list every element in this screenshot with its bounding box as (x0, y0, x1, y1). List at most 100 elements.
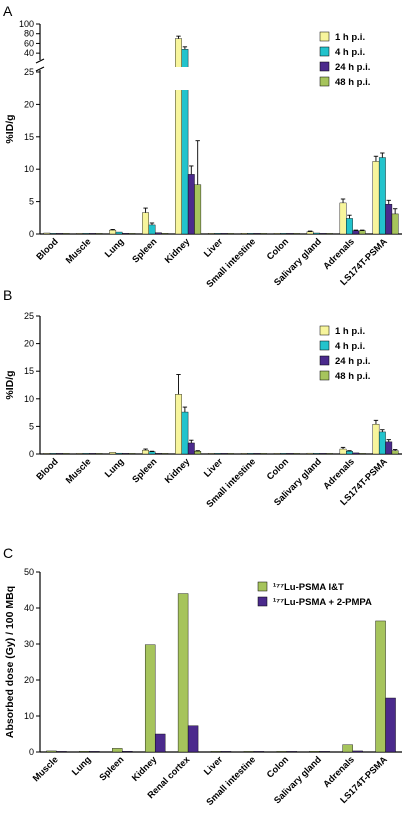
bar (109, 452, 117, 455)
x-tick-label: Liver (202, 456, 225, 479)
bar (109, 229, 117, 235)
bar (378, 157, 386, 235)
bar (220, 233, 228, 235)
y-tick-label: 0 (29, 747, 34, 757)
x-tick-label: Blood (34, 236, 59, 261)
y-axis-label: %ID/g (4, 370, 16, 399)
x-tick-label: Adrenals (321, 236, 356, 271)
bar (253, 233, 261, 235)
bar (346, 218, 353, 235)
legend-label: 1 h p.i. (335, 32, 365, 43)
bar (115, 452, 123, 455)
bar (227, 453, 234, 455)
bar (43, 232, 51, 235)
axis-break-mark (35, 58, 45, 64)
bar (247, 453, 255, 455)
y-tick-label-upper: 100 (19, 19, 34, 29)
bar (122, 453, 129, 455)
bar (253, 453, 261, 455)
y-tick-label: 50 (24, 567, 34, 577)
panel-c-chart: 0 10 20 30 40 50 Absorbed dose (Gy) / 100 MBq M… (4, 567, 402, 807)
bar (148, 224, 156, 235)
x-tick-label: Muscle (64, 456, 93, 485)
bar (181, 411, 189, 455)
legend-label: 4 h p.i. (335, 47, 365, 58)
y-tick-label: 25 (24, 311, 34, 321)
legend-swatch (319, 61, 330, 72)
bar (342, 744, 353, 753)
bar (49, 233, 57, 235)
bar (148, 451, 156, 455)
bar (220, 453, 228, 455)
bar (161, 233, 169, 235)
bar (89, 233, 96, 235)
bar (339, 448, 347, 455)
bar (82, 233, 90, 235)
x-tick-label: Liver (202, 236, 225, 259)
bar (154, 232, 162, 235)
legend-label: 24 h p.i. (335, 62, 370, 73)
y-tick-label: 20 (24, 339, 34, 349)
legend-swatch (319, 31, 330, 42)
panel-b-chart: 0 5 10 15 20 25 %ID/g Blood Muscle Lung Spleen Kidn… (4, 311, 402, 509)
x-tick-label: Spleen (130, 456, 159, 485)
bar (122, 233, 129, 235)
legend-label: 48 h p.i. (335, 371, 370, 382)
bar (276, 751, 288, 753)
x-tick-label: Blood (34, 456, 59, 481)
legend-label: 4 h p.i. (335, 341, 365, 352)
x-tick-label: Adrenals (321, 754, 356, 789)
bar (375, 620, 386, 753)
bar (82, 453, 90, 455)
x-tick-label: Spleen (97, 754, 126, 783)
bar (385, 697, 396, 753)
bar-break-gap (174, 67, 183, 90)
bar (293, 453, 300, 455)
legend-swatch (257, 581, 268, 592)
bar (309, 751, 320, 753)
y-tick-label-upper: 80 (24, 29, 34, 39)
x-tick-label: Colon (265, 236, 291, 262)
bar (207, 233, 215, 235)
y-axis-label: %ID/g (4, 114, 16, 143)
y-tick-label: 20 (24, 99, 34, 109)
bar (122, 751, 133, 753)
bar (89, 453, 96, 455)
y-tick-label-upper: 40 (24, 48, 34, 58)
bar (187, 442, 195, 455)
x-tick-label: Muscle (64, 236, 93, 265)
bar (76, 453, 84, 455)
bar (286, 233, 294, 235)
legend-label: 24 h p.i. (335, 356, 370, 367)
y-tick-label: 10 (24, 394, 34, 404)
bar (260, 233, 267, 235)
bar (43, 453, 51, 455)
bar (273, 453, 281, 455)
bar (187, 174, 195, 235)
bar (154, 453, 162, 455)
bar (280, 453, 288, 455)
bar (352, 452, 360, 455)
x-tick-label: Liver (202, 754, 225, 777)
bar (49, 453, 57, 455)
y-tick-label: 20 (24, 675, 34, 685)
bar (385, 203, 393, 235)
bar (227, 233, 234, 235)
y-tick-label: 25 (24, 67, 34, 77)
bar (306, 231, 314, 235)
x-tick-label: Lung (103, 236, 126, 259)
bar (62, 233, 70, 235)
bar (56, 453, 64, 455)
legend-label: 1 h p.i. (335, 326, 365, 337)
bar (220, 751, 232, 753)
y-tick-label: 0 (29, 449, 34, 459)
bar (346, 451, 353, 455)
legend-swatch (319, 76, 330, 87)
bar (128, 453, 136, 455)
legend-label: ¹⁷⁷Lu-PSMA + 2-PMPA (273, 597, 372, 608)
bar (260, 453, 267, 455)
bar (372, 423, 380, 455)
bar (358, 453, 366, 455)
bar (76, 233, 84, 235)
